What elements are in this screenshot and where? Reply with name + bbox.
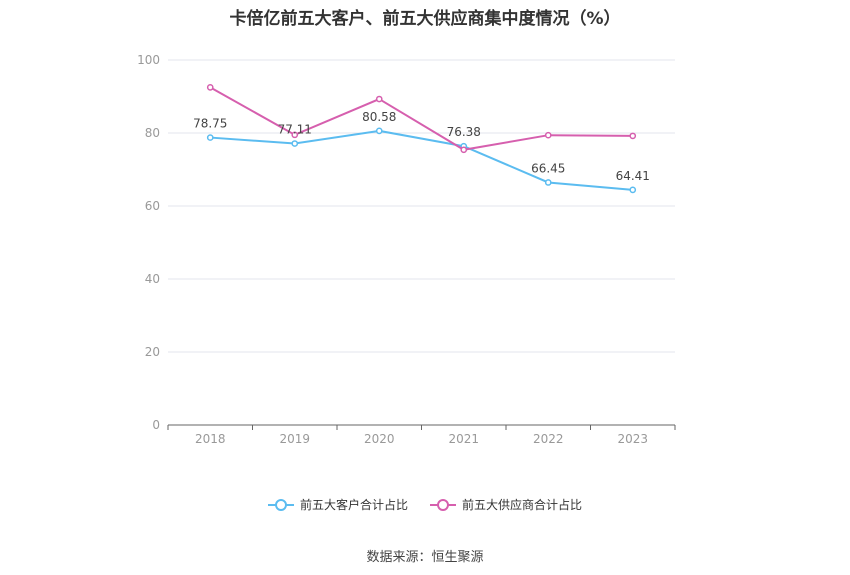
series-2-point <box>629 132 637 140</box>
x-tick-label: 2022 <box>533 432 564 446</box>
x-tick-label: 2018 <box>195 432 226 446</box>
series-line-2 <box>209 86 633 151</box>
series-1-point <box>206 134 214 141</box>
y-axis: 0 20 40 60 80 100 <box>137 53 160 432</box>
data-label: 80.58 <box>362 110 396 124</box>
y-tick-label: 100 <box>137 53 160 67</box>
series-layer <box>206 84 637 194</box>
y-tick-label: 20 <box>145 345 160 359</box>
legend-label: 前五大供应商合计占比 <box>462 498 583 512</box>
series-line-1 <box>210 129 633 191</box>
legend: 前五大客户合计占比 前五大供应商合计占比 <box>0 496 850 513</box>
x-tick-label: 2019 <box>279 432 310 446</box>
series-1-point <box>629 186 637 194</box>
line-chart: 0 20 40 60 80 100 2018 2019 2020 2021 2022 2023 78… <box>137 53 676 446</box>
x-tick-label: 2020 <box>364 432 395 446</box>
y-tick-label: 80 <box>145 126 160 140</box>
y-tick-label: 60 <box>145 199 160 213</box>
series-1-point <box>544 179 552 186</box>
x-axis: 2018 2019 2020 2021 2022 2023 <box>167 424 676 446</box>
series-2-point <box>544 131 552 139</box>
y-tick-label: 40 <box>145 272 160 286</box>
series-2-point <box>291 131 299 139</box>
x-tick-label: 2023 <box>617 432 648 446</box>
y-tick-label: 0 <box>152 418 160 432</box>
legend-label: 前五大客户合计占比 <box>299 498 408 512</box>
data-label: 66.45 <box>531 161 565 175</box>
series-2-point <box>206 84 214 91</box>
series-2-point <box>375 95 383 103</box>
legend-marker-icon <box>267 498 294 511</box>
series-1-point <box>375 127 383 135</box>
data-label: 76.38 <box>447 125 481 139</box>
data-labels: 78.75 77.11 80.58 76.38 66.45 64.41 <box>193 110 650 183</box>
data-label: 77.11 <box>278 123 312 137</box>
legend-item-1[interactable]: 前五大客户合计占比 <box>267 496 408 513</box>
x-tick-label: 2021 <box>448 432 479 446</box>
data-label: 64.41 <box>616 169 650 183</box>
source-note: 数据来源：恒生聚源 <box>366 550 484 565</box>
series-2-point <box>460 146 468 154</box>
data-label: 78.75 <box>193 117 227 131</box>
chart-title: 卡倍亿前五大客户、前五大供应商集中度情况（%） <box>229 9 621 29</box>
grid-lines <box>168 59 675 353</box>
series-1-point <box>291 140 299 147</box>
legend-marker-icon <box>430 498 456 511</box>
legend-item-2[interactable]: 前五大供应商合计占比 <box>430 496 582 513</box>
